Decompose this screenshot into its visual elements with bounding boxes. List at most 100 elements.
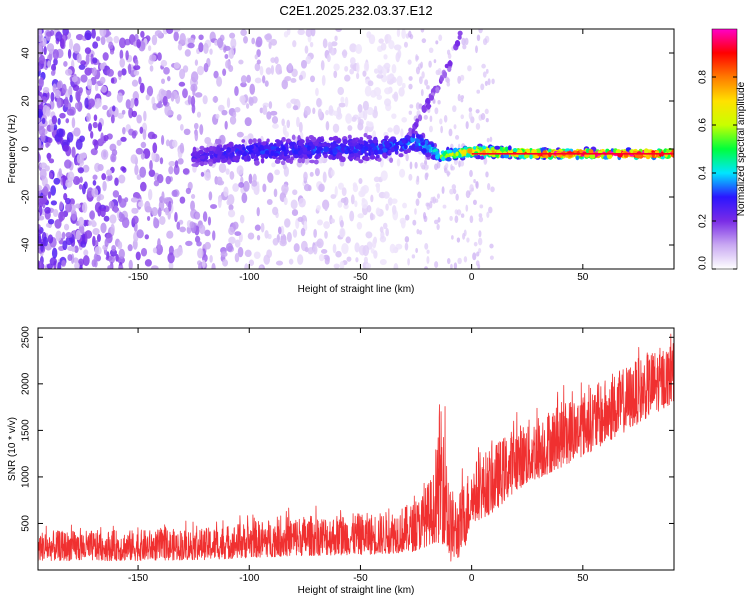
noise-blob [131,207,137,214]
noise-blob [326,256,330,262]
streak-blob [457,34,462,40]
noise-blob [132,215,139,225]
snr-x-tick-label: -150 [128,573,148,584]
noise-blob [287,62,293,71]
carrier-blob [475,154,479,160]
carrier-blob [377,149,384,155]
noise-blob [99,76,106,84]
noise-blob [151,34,158,46]
noise-blob [194,92,203,98]
noise-blob [47,191,52,199]
noise-blob [202,95,208,105]
snr-marks [38,333,674,562]
carrier-blob [264,150,270,155]
noise-blob [459,160,465,167]
carrier-blob [226,146,231,153]
noise-blob [136,38,141,49]
carrier-blob [306,150,312,155]
noise-blob [262,75,266,84]
carrier-blob [260,157,265,164]
noise-blob [74,261,80,269]
noise-blob [38,215,45,221]
noise-blob [184,49,191,57]
noise-blob [63,223,70,231]
noise-blob [210,204,218,209]
carrier-blob [548,151,552,158]
noise-blob [211,262,216,269]
noise-blob [52,49,59,60]
noise-blob [198,34,204,41]
noise-blob [212,96,219,103]
noise-blob [89,210,96,220]
noise-blob [309,171,314,177]
noise-blob [309,41,314,48]
carrier-blob [285,158,292,163]
noise-blob [244,249,252,258]
noise-blob [176,114,182,121]
noise-blob [373,68,379,74]
snr-y-tick-label: 1500 [21,419,32,442]
carrier-blob [259,150,266,155]
noise-blob [65,118,70,124]
streak-blob [442,71,447,77]
noise-blob [92,235,96,247]
noise-blob [326,54,331,63]
noise-blob [333,70,338,79]
noise-blob [168,261,174,269]
noise-blob [213,70,219,79]
noise-blob [42,186,49,197]
noise-blob [99,63,105,70]
spectrogram-y-tick-label: 0 [21,146,32,152]
noise-blob [197,248,204,259]
noise-blob [457,257,462,265]
noise-blob [41,117,46,125]
noise-blob [75,90,81,102]
noise-blob [61,83,67,94]
noise-blob [249,83,256,95]
carrier-blob [340,147,345,153]
noise-blob [38,111,43,118]
noise-blob [160,89,167,96]
noise-blob [232,111,237,118]
noise-blob [47,218,55,225]
noise-blob [43,46,47,56]
noise-blob [290,98,298,105]
carrier-blob [355,144,361,150]
noise-blob [262,183,267,193]
noise-blob [106,68,114,77]
noise-blob [456,237,461,243]
noise-blob [144,200,151,212]
noise-blob [254,62,261,72]
noise-blob [407,59,412,65]
noise-blob [383,62,391,70]
noise-blob [153,216,158,226]
carrier-blob [441,156,446,162]
carrier-blob [340,144,347,148]
carrier-blob [192,146,197,153]
carrier-blob [357,150,362,155]
noise-blob [378,38,384,44]
noise-blob [428,60,432,68]
noise-blob [385,203,389,211]
noise-blob [71,246,76,252]
noise-blob [478,230,482,238]
noise-blob [337,86,345,96]
carrier-blob [290,156,295,161]
noise-blob [264,230,269,239]
carrier-blob [242,152,247,157]
noise-blob [290,78,297,83]
noise-blob [84,47,92,55]
noise-blob [149,65,154,72]
noise-blob [167,110,174,116]
noise-blob [259,107,264,114]
noise-blob [139,166,147,178]
noise-blob [396,75,403,87]
noise-blob [232,183,240,192]
streak-blob [457,30,463,36]
carrier-blob [237,150,243,155]
noise-blob [415,247,418,254]
noise-blob [47,137,53,144]
noise-blob [168,165,174,175]
snr-y-axis-label: SNR (10 * v/v) [7,417,18,481]
noise-blob [387,127,393,133]
